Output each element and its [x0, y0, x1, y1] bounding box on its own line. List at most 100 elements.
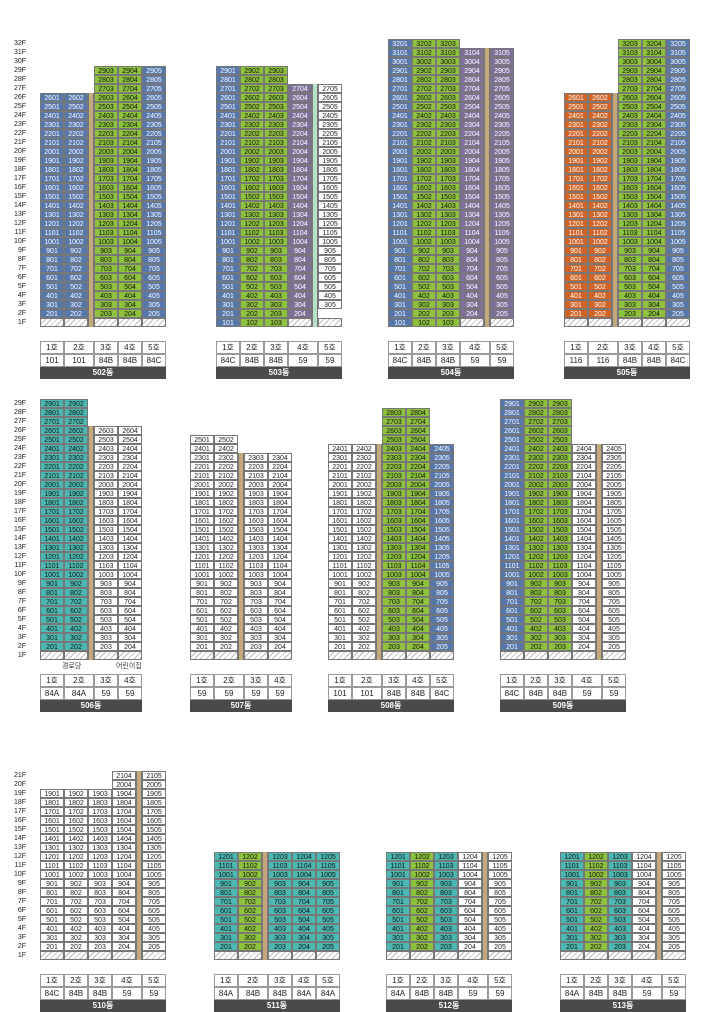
unit-cell[interactable]: 804: [406, 588, 430, 597]
unit-cell[interactable]: 702: [352, 597, 376, 606]
unit-cell[interactable]: 605: [490, 273, 514, 282]
unit-cell[interactable]: 1605: [318, 183, 342, 192]
unit-cell[interactable]: 201: [40, 642, 64, 651]
unit-cell[interactable]: 705: [602, 597, 626, 606]
unit-cell[interactable]: 902: [412, 246, 436, 255]
unit-cell[interactable]: 1001: [40, 870, 64, 879]
unit-cell[interactable]: 505: [490, 282, 514, 291]
unit-cell[interactable]: 1202: [240, 219, 264, 228]
unit-cell[interactable]: 404: [458, 924, 482, 933]
unit-cell[interactable]: 1304: [112, 843, 136, 852]
unit-cell[interactable]: 2105: [490, 138, 514, 147]
unit-cell[interactable]: 1105: [318, 228, 342, 237]
unit-cell[interactable]: 1803: [88, 798, 112, 807]
unit-cell[interactable]: 203: [608, 942, 632, 951]
unit-cell[interactable]: 1605: [142, 183, 166, 192]
unit-cell[interactable]: 701: [500, 597, 524, 606]
unit-cell[interactable]: 602: [412, 273, 436, 282]
unit-cell[interactable]: 1604: [642, 183, 666, 192]
unit-cell[interactable]: 1601: [40, 516, 64, 525]
unit-cell[interactable]: 701: [564, 264, 588, 273]
unit-cell[interactable]: 303: [264, 300, 288, 309]
unit-cell[interactable]: 2505: [318, 102, 342, 111]
unit-cell[interactable]: 1503: [548, 525, 572, 534]
unit-cell[interactable]: 2105: [430, 471, 454, 480]
unit-cell[interactable]: 1902: [412, 156, 436, 165]
unit-cell[interactable]: 504: [112, 915, 136, 924]
unit-cell[interactable]: 501: [386, 915, 410, 924]
unit-cell[interactable]: 1303: [94, 210, 118, 219]
unit-cell[interactable]: 2703: [264, 84, 288, 93]
unit-cell[interactable]: 301: [40, 933, 64, 942]
unit-cell[interactable]: 2701: [216, 84, 240, 93]
unit-cell[interactable]: 2202: [412, 129, 436, 138]
unit-cell[interactable]: 504: [572, 615, 596, 624]
unit-cell[interactable]: 604: [642, 273, 666, 282]
unit-cell[interactable]: 303: [244, 633, 268, 642]
unit-cell[interactable]: 1805: [430, 498, 454, 507]
unit-cell[interactable]: 804: [632, 888, 656, 897]
unit-cell[interactable]: 1902: [352, 489, 376, 498]
unit-cell[interactable]: 2205: [142, 129, 166, 138]
unit-cell[interactable]: 2602: [524, 426, 548, 435]
unit-cell[interactable]: 1802: [588, 165, 612, 174]
unit-cell[interactable]: 402: [524, 624, 548, 633]
unit-cell[interactable]: 201: [328, 642, 352, 651]
unit-cell[interactable]: 2004: [118, 480, 142, 489]
unit-cell[interactable]: 2101: [500, 471, 524, 480]
unit-cell[interactable]: 302: [584, 933, 608, 942]
unit-cell[interactable]: 204: [118, 642, 142, 651]
unit-cell[interactable]: 2501: [216, 102, 240, 111]
unit-cell[interactable]: 603: [618, 273, 642, 282]
unit-cell[interactable]: 1501: [328, 525, 352, 534]
unit-cell[interactable]: 1901: [40, 156, 64, 165]
unit-cell[interactable]: 2303: [94, 453, 118, 462]
unit-cell[interactable]: 302: [410, 933, 434, 942]
unit-cell[interactable]: 802: [588, 255, 612, 264]
unit-cell[interactable]: 601: [40, 273, 64, 282]
unit-cell[interactable]: 901: [190, 579, 214, 588]
unit-cell[interactable]: 1504: [118, 525, 142, 534]
unit-cell[interactable]: 203: [434, 942, 458, 951]
unit-cell[interactable]: 2005: [666, 147, 690, 156]
unit-cell[interactable]: 604: [292, 906, 316, 915]
unit-cell[interactable]: 1604: [572, 516, 596, 525]
unit-cell[interactable]: 1905: [318, 156, 342, 165]
unit-cell[interactable]: 1402: [214, 534, 238, 543]
unit-cell[interactable]: 1205: [490, 219, 514, 228]
unit-cell[interactable]: 2005: [490, 147, 514, 156]
unit-cell[interactable]: 1101: [328, 561, 352, 570]
unit-cell[interactable]: 702: [64, 597, 88, 606]
unit-cell[interactable]: 1701: [216, 174, 240, 183]
unit-cell[interactable]: 2904: [118, 66, 142, 75]
unit-cell[interactable]: 302: [524, 633, 548, 642]
unit-cell[interactable]: 1201: [40, 552, 64, 561]
unit-cell[interactable]: 2802: [412, 75, 436, 84]
unit-cell[interactable]: 2101: [328, 471, 352, 480]
unit-cell[interactable]: 305: [142, 300, 166, 309]
unit-cell[interactable]: 904: [632, 879, 656, 888]
unit-cell[interactable]: 2304: [642, 120, 666, 129]
unit-cell[interactable]: 204: [406, 642, 430, 651]
unit-cell[interactable]: 1304: [118, 543, 142, 552]
unit-cell[interactable]: 1001: [328, 570, 352, 579]
unit-cell[interactable]: 703: [618, 264, 642, 273]
unit-cell[interactable]: 2504: [118, 435, 142, 444]
unit-cell[interactable]: 301: [564, 300, 588, 309]
unit-cell[interactable]: 2204: [642, 129, 666, 138]
unit-cell[interactable]: 601: [40, 906, 64, 915]
unit-cell[interactable]: 201: [40, 309, 64, 318]
unit-cell[interactable]: 903: [88, 879, 112, 888]
unit-cell[interactable]: 805: [666, 255, 690, 264]
unit-cell[interactable]: 2201: [216, 129, 240, 138]
unit-cell[interactable]: 1002: [412, 237, 436, 246]
unit-cell[interactable]: 303: [268, 933, 292, 942]
unit-cell[interactable]: 705: [430, 597, 454, 606]
unit-cell[interactable]: 903: [94, 246, 118, 255]
unit-cell[interactable]: 505: [142, 915, 166, 924]
unit-cell[interactable]: 1401: [40, 534, 64, 543]
unit-cell[interactable]: 1701: [40, 174, 64, 183]
unit-cell[interactable]: 705: [662, 897, 686, 906]
unit-cell[interactable]: 205: [142, 942, 166, 951]
unit-cell[interactable]: 2102: [588, 138, 612, 147]
